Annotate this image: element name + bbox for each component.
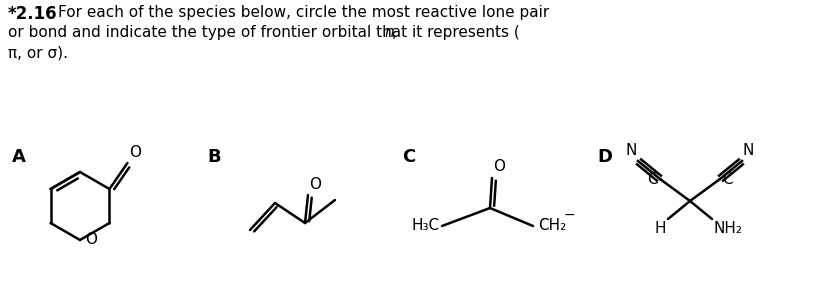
Text: C: C	[721, 173, 732, 187]
Text: −: −	[563, 208, 575, 222]
Text: B: B	[207, 148, 220, 166]
Text: C: C	[402, 148, 415, 166]
Text: H: H	[653, 221, 665, 236]
Text: A: A	[12, 148, 26, 166]
Text: NH₂: NH₂	[713, 221, 742, 236]
Text: ,: ,	[391, 25, 396, 40]
Text: H₃C: H₃C	[411, 218, 439, 234]
Text: N: N	[625, 143, 636, 158]
Text: O: O	[492, 159, 504, 174]
Text: π, or σ).: π, or σ).	[8, 45, 68, 60]
Text: O: O	[308, 177, 321, 192]
Text: For each of the species below, circle the most reactive lone pair: For each of the species below, circle th…	[58, 5, 548, 20]
Text: n: n	[384, 25, 393, 40]
Text: or bond and indicate the type of frontier orbital that it represents (: or bond and indicate the type of frontie…	[8, 25, 519, 40]
Text: C: C	[647, 173, 657, 187]
Text: N: N	[742, 143, 753, 158]
Text: D: D	[596, 148, 611, 166]
Text: O: O	[85, 232, 97, 247]
Text: C̈H₂: C̈H₂	[538, 218, 566, 234]
Text: O: O	[129, 145, 141, 160]
Text: *2.16: *2.16	[8, 5, 58, 23]
